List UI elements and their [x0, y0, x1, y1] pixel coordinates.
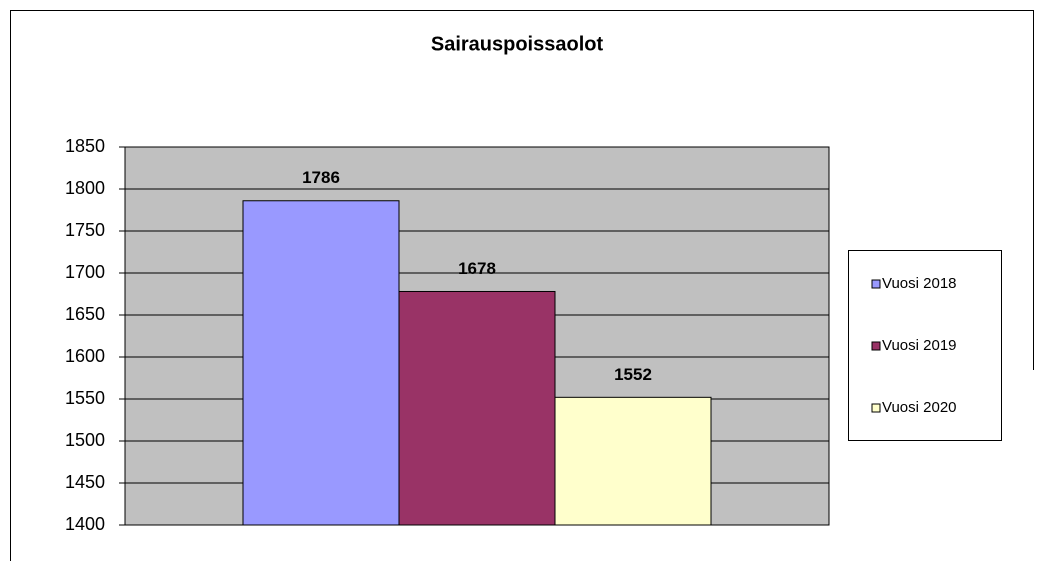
y-tick-label: 1600	[65, 346, 105, 366]
legend-swatch	[871, 279, 881, 289]
y-tick-label: 1650	[65, 304, 105, 324]
chart-frame	[10, 10, 1034, 561]
legend-swatch	[871, 403, 881, 413]
y-tick-label: 1500	[65, 430, 105, 450]
y-tick-label: 1700	[65, 262, 105, 282]
y-tick-label: 1800	[65, 178, 105, 198]
bar	[398, 290, 556, 526]
chart-title: Sairauspoissaolot	[431, 33, 604, 55]
legend-label: Vuosi 2019	[882, 337, 957, 354]
y-tick-label: 1850	[65, 136, 105, 156]
data-label: 1786	[302, 168, 340, 187]
y-tick-label: 1450	[65, 472, 105, 492]
legend-label: Vuosi 2018	[882, 275, 957, 292]
y-tick-label: 1750	[65, 220, 105, 240]
legend-swatch	[871, 341, 881, 351]
y-tick-label: 1550	[65, 388, 105, 408]
bar	[554, 396, 712, 526]
data-label: 1552	[614, 365, 652, 384]
y-tick-label: 1400	[65, 514, 105, 534]
bar	[242, 200, 400, 526]
data-label: 1678	[458, 259, 496, 278]
legend-label: Vuosi 2020	[882, 399, 957, 416]
